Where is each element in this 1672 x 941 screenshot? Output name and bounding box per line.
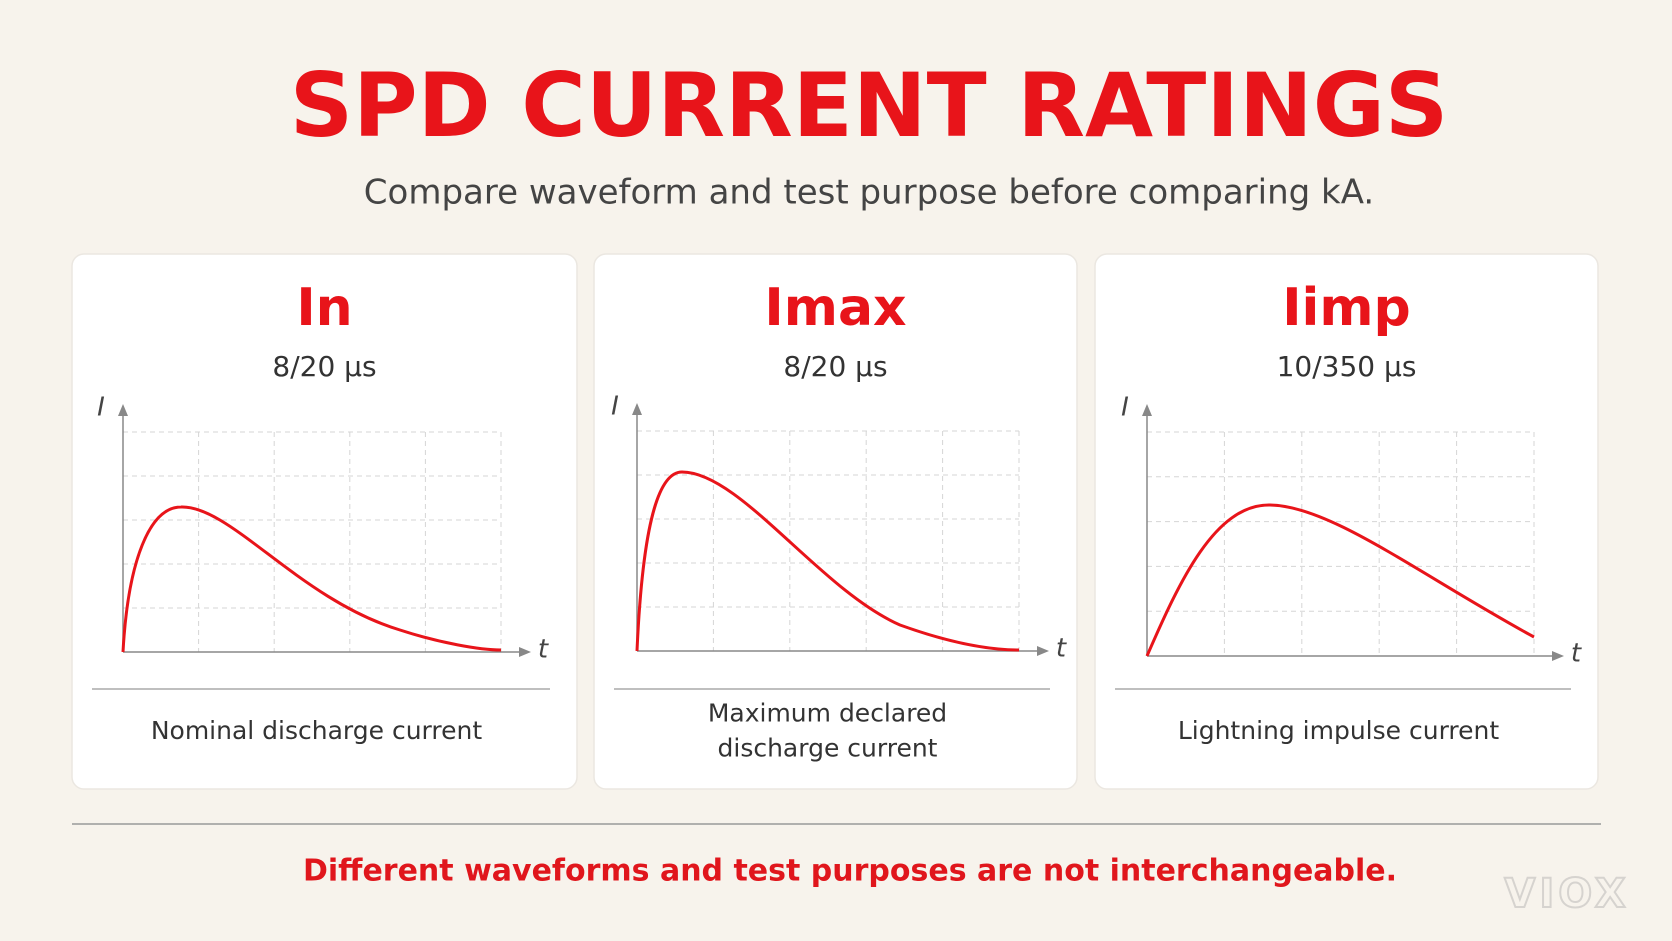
card-symbol: In xyxy=(296,278,352,338)
x-axis-arrow xyxy=(1552,651,1564,661)
waveform-curve xyxy=(121,505,502,653)
x-axis-label: t xyxy=(1056,634,1067,664)
x-axis-label: t xyxy=(1571,639,1582,669)
x-axis-arrow xyxy=(519,647,531,657)
card: Iimp 10/350 µs It Lightning impulse current xyxy=(1094,253,1599,790)
card-symbol: Imax xyxy=(764,278,906,338)
x-axis-arrow xyxy=(1037,646,1049,656)
card-waveform: 8/20 µs xyxy=(272,350,376,383)
footer-note: Different waveforms and test purposes ar… xyxy=(303,854,1397,889)
card-description: Maximum declared xyxy=(708,699,947,728)
card-waveform: 8/20 µs xyxy=(783,350,887,383)
y-axis-arrow xyxy=(118,404,128,416)
card-background xyxy=(593,253,1078,790)
card-description: Nominal discharge current xyxy=(151,716,483,745)
title: SPD CURRENT RATINGS xyxy=(290,54,1449,157)
card: In 8/20 µs It Nominal discharge current xyxy=(71,253,578,790)
y-axis-label: I xyxy=(1121,393,1129,423)
y-axis-label: I xyxy=(97,393,105,423)
subtitle: Compare waveform and test purpose before… xyxy=(364,173,1374,213)
cards: In 8/20 µs It Nominal discharge current Imax… xyxy=(71,253,1599,790)
card-waveform: 10/350 µs xyxy=(1277,350,1417,383)
y-axis-label: I xyxy=(611,392,619,422)
y-axis-arrow xyxy=(632,403,642,415)
card: Imax 8/20 µs It Maximum declared discharge c… xyxy=(593,253,1078,790)
waveform-curve xyxy=(1145,503,1535,657)
y-axis-arrow xyxy=(1142,404,1152,416)
card-symbol: Iimp xyxy=(1282,278,1411,338)
x-axis-label: t xyxy=(538,635,549,665)
waveform-curve xyxy=(635,470,1020,652)
card-description: Lightning impulse current xyxy=(1178,716,1500,745)
card-background xyxy=(71,253,578,790)
logo: VIOX xyxy=(1504,871,1629,917)
card-description: discharge current xyxy=(718,734,938,763)
